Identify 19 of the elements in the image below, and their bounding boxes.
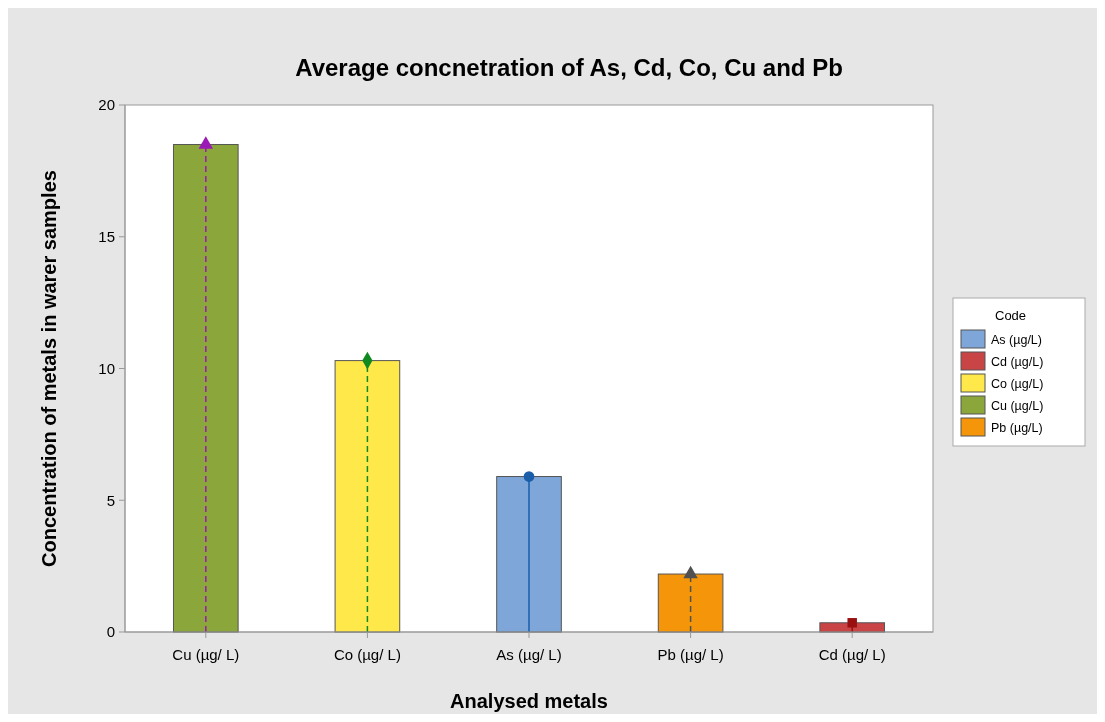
x-tick-label: Co (µg/ L) — [333, 646, 401, 663]
y-tick-label: 15 — [98, 228, 115, 245]
x-tick-label: Cu (µg/ L) — [172, 646, 240, 663]
legend-label: Cu (µg/L) — [991, 399, 1044, 413]
legend-title: Code — [995, 308, 1027, 323]
y-tick-label: 10 — [98, 359, 115, 377]
x-tick-label: Pb (µg/ L) — [657, 646, 724, 663]
legend-label: Cd (µg/L) — [991, 355, 1044, 369]
x-axis-title: Analysed metals — [450, 690, 608, 712]
x-tick-label: Cd (µg/ L) — [818, 646, 886, 663]
y-tick-label: 20 — [98, 96, 115, 114]
x-tick-label: As (µg/ L) — [496, 646, 562, 663]
chart-title: Average concnetration of As, Cd, Co, Cu and Pb — [295, 54, 843, 81]
legend-label: Co (µg/L) — [991, 377, 1044, 391]
y-tick-label: 0 — [106, 623, 115, 641]
y-tick-label: 5 — [106, 491, 115, 509]
y-axis-title: Concentration of metals in warer samples — [38, 170, 60, 567]
legend-label: Pb (µg/L) — [991, 421, 1043, 435]
legend-label: As (µg/L) — [991, 333, 1042, 347]
